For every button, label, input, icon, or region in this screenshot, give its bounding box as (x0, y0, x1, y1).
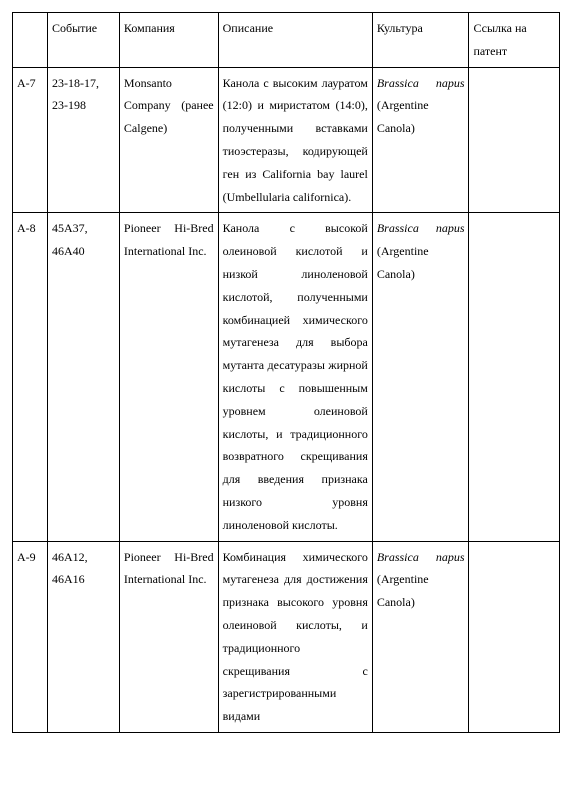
cell-culture: Brassica napus (Argentine Canola) (372, 67, 469, 213)
header-culture: Культура (372, 13, 469, 68)
cell-id: A-8 (13, 213, 48, 541)
header-row: Событие Компания Описание Культура Ссылк… (13, 13, 560, 68)
cell-id: A-7 (13, 67, 48, 213)
cell-event: 45A37, 46A40 (47, 213, 119, 541)
culture-rest: (Argentine Canola) (377, 244, 429, 281)
patent-table: Событие Компания Описание Культура Ссылк… (12, 12, 560, 733)
cell-patent (469, 67, 560, 213)
header-company: Компания (119, 13, 218, 68)
cell-id: A-9 (13, 541, 48, 732)
culture-latin: Brassica napus (377, 76, 465, 90)
cell-culture: Brassica napus (Argentine Canola) (372, 541, 469, 732)
cell-patent (469, 541, 560, 732)
culture-rest: (Argentine Canola) (377, 572, 429, 609)
culture-latin: Brassica napus (377, 221, 465, 235)
header-event: Событие (47, 13, 119, 68)
culture-latin: Brassica napus (377, 550, 465, 564)
cell-event: 46A12, 46A16 (47, 541, 119, 732)
cell-company: Pioneer Hi-Bred International Inc. (119, 541, 218, 732)
table-row: A-8 45A37, 46A40 Pioneer Hi-Bred Interna… (13, 213, 560, 541)
header-id (13, 13, 48, 68)
cell-company: Pioneer Hi-Bred International Inc. (119, 213, 218, 541)
table-row: A-9 46A12, 46A16 Pioneer Hi-Bred Interna… (13, 541, 560, 732)
cell-company: Monsanto Company (ранее Calgene) (119, 67, 218, 213)
header-patent: Ссылка на патент (469, 13, 560, 68)
culture-rest: (Argentine Canola) (377, 98, 429, 135)
cell-patent (469, 213, 560, 541)
cell-description: Канола с высокой олеиновой кислотой и ни… (218, 213, 372, 541)
cell-culture: Brassica napus (Argentine Canola) (372, 213, 469, 541)
cell-event: 23-18-17, 23-198 (47, 67, 119, 213)
cell-description: Канола с высоким лауратом (12:0) и мирис… (218, 67, 372, 213)
cell-description: Комбинация химического мутагенеза для до… (218, 541, 372, 732)
table-row: A-7 23-18-17, 23-198 Monsanto Company (р… (13, 67, 560, 213)
header-description: Описание (218, 13, 372, 68)
